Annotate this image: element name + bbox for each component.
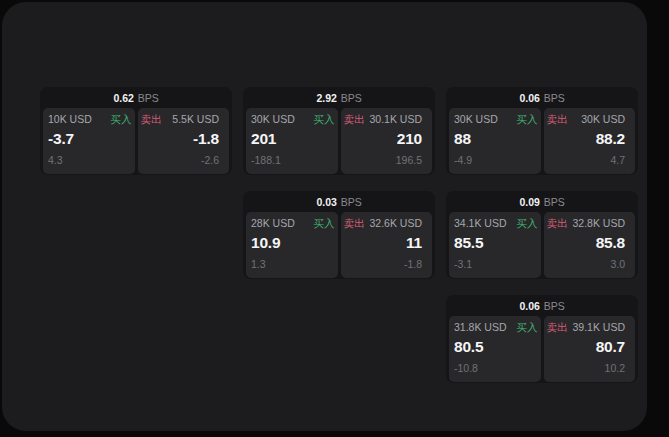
sell-panel[interactable]: 卖出 32.6K USD 11 -1.8 [341,212,433,278]
buy-tag: 买入 [517,217,538,231]
sell-panel[interactable]: 卖出 5.5K USD -1.8 -2.6 [138,108,230,174]
buy-tag: 买入 [517,113,538,127]
sell-notional: 30.1K USD [369,113,429,125]
quote-card: 0.09 BPS 34.1K USD 买入 85.5 -3.1 卖出 32.8K … [446,191,638,279]
sell-notional: 32.8K USD [572,217,632,229]
buy-sub-value: 4.3 [46,154,132,166]
sell-tag: 卖出 [547,217,568,231]
sell-tag: 卖出 [547,113,568,127]
bps-value: 0.62 [113,92,133,104]
sell-value: 210 [344,130,430,148]
bps-value: 2.92 [316,92,336,104]
quote-card-body: 10K USD 买入 -3.7 4.3 卖出 5.5K USD -1.8 -2.… [40,108,232,175]
sell-notional: 39.1K USD [572,321,632,333]
quote-card-body: 31.8K USD 买入 80.5 -10.8 卖出 39.1K USD 80.… [446,316,638,383]
sell-sub-value: 196.5 [344,154,430,166]
dashboard-panel: 0.62 BPS 10K USD 买入 -3.7 4.3 卖出 5.5K USD … [2,2,647,431]
bps-header: 0.03 BPS [243,191,435,212]
sell-sub-value: 10.2 [547,362,633,374]
buy-value: 80.5 [452,338,538,356]
sell-value: 88.2 [547,130,633,148]
sell-value: 80.7 [547,338,633,356]
sell-panel[interactable]: 卖出 32.8K USD 85.8 3.0 [544,212,636,278]
bps-unit-label: BPS [341,196,362,208]
buy-sub-value: -3.1 [452,258,538,270]
buy-notional: 28K USD [249,217,295,229]
bps-unit-label: BPS [544,300,565,312]
bps-unit-label: BPS [138,92,159,104]
sell-sub-value: -2.6 [141,154,227,166]
bps-header: 0.09 BPS [446,191,638,212]
buy-sub-value: 1.3 [249,258,335,270]
bps-unit-label: BPS [341,92,362,104]
quote-card: 0.62 BPS 10K USD 买入 -3.7 4.3 卖出 5.5K USD … [40,87,232,175]
sell-panel[interactable]: 卖出 39.1K USD 80.7 10.2 [544,316,636,382]
quote-card: 0.03 BPS 28K USD 买入 10.9 1.3 卖出 32.6K USD… [243,191,435,279]
bps-unit-label: BPS [544,92,565,104]
sell-sub-value: -1.8 [344,258,430,270]
sell-value: -1.8 [141,130,227,148]
sell-notional: 30K USD [581,113,632,125]
buy-value: 88 [452,130,538,148]
quote-card-body: 34.1K USD 买入 85.5 -3.1 卖出 32.8K USD 85.8… [446,212,638,279]
sell-value: 11 [344,234,430,252]
bps-value: 0.09 [519,196,539,208]
sell-tag: 卖出 [141,113,162,127]
buy-sub-value: -4.9 [452,154,538,166]
buy-panel[interactable]: 30K USD 买入 201 -188.1 [246,108,338,174]
quote-card: 0.06 BPS 31.8K USD 买入 80.5 -10.8 卖出 39.1K… [446,295,638,383]
buy-panel[interactable]: 30K USD 买入 88 -4.9 [449,108,541,174]
sell-panel[interactable]: 卖出 30K USD 88.2 4.7 [544,108,636,174]
buy-value: 10.9 [249,234,335,252]
sell-tag: 卖出 [344,113,365,127]
bps-header: 0.62 BPS [40,87,232,108]
bps-header: 2.92 BPS [243,87,435,108]
sell-sub-value: 3.0 [547,258,633,270]
bps-unit-label: BPS [544,196,565,208]
quote-card-body: 28K USD 买入 10.9 1.3 卖出 32.6K USD 11 -1.8 [243,212,435,279]
buy-notional: 34.1K USD [452,217,507,229]
quote-card-body: 30K USD 买入 201 -188.1 卖出 30.1K USD 210 1… [243,108,435,175]
sell-value: 85.8 [547,234,633,252]
quote-card: 2.92 BPS 30K USD 买入 201 -188.1 卖出 30.1K U… [243,87,435,175]
buy-tag: 买入 [517,321,538,335]
bps-header: 0.06 BPS [446,295,638,316]
buy-notional: 30K USD [249,113,295,125]
buy-tag: 买入 [111,113,132,127]
buy-panel[interactable]: 34.1K USD 买入 85.5 -3.1 [449,212,541,278]
buy-sub-value: -188.1 [249,154,335,166]
quote-card-body: 30K USD 买入 88 -4.9 卖出 30K USD 88.2 4.7 [446,108,638,175]
buy-notional: 10K USD [46,113,92,125]
buy-panel[interactable]: 28K USD 买入 10.9 1.3 [246,212,338,278]
buy-value: 201 [249,130,335,148]
quote-card: 0.06 BPS 30K USD 买入 88 -4.9 卖出 30K USD 88… [446,87,638,175]
sell-tag: 卖出 [344,217,365,231]
buy-notional: 30K USD [452,113,498,125]
buy-value: 85.5 [452,234,538,252]
buy-value: -3.7 [46,130,132,148]
buy-panel[interactable]: 31.8K USD 买入 80.5 -10.8 [449,316,541,382]
bps-value: 0.03 [316,196,336,208]
sell-panel[interactable]: 卖出 30.1K USD 210 196.5 [341,108,433,174]
bps-header: 0.06 BPS [446,87,638,108]
bps-value: 0.06 [519,300,539,312]
sell-notional: 32.6K USD [369,217,429,229]
buy-sub-value: -10.8 [452,362,538,374]
buy-panel[interactable]: 10K USD 买入 -3.7 4.3 [43,108,135,174]
bps-value: 0.06 [519,92,539,104]
buy-tag: 买入 [314,113,335,127]
sell-sub-value: 4.7 [547,154,633,166]
buy-tag: 买入 [314,217,335,231]
sell-notional: 5.5K USD [172,113,226,125]
buy-notional: 31.8K USD [452,321,507,333]
sell-tag: 卖出 [547,321,568,335]
